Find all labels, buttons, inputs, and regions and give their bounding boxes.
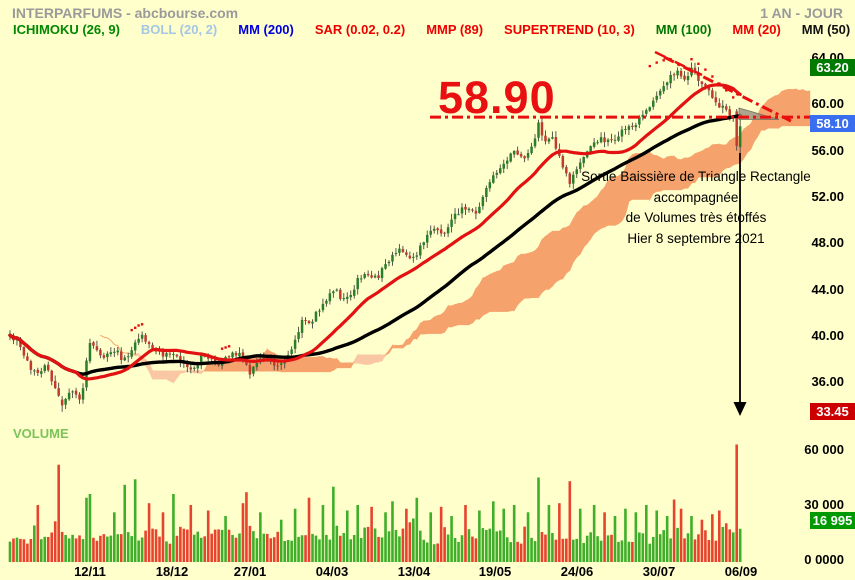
badge-last-price: 58.10 [810,115,855,132]
annotation-text: Sortie Baissière de Triangle Rectangle a… [565,167,827,249]
legend-item-1: BOLL (20, 2) [140,22,218,37]
date-axis-label: 13/04 [397,564,431,579]
legend-item-6: MM (100) [655,22,712,37]
legend-item-3: SAR (0.02, 0.2) [314,22,406,37]
legend-item-5: SUPERTREND (10, 3) [504,22,635,37]
date-axis-label: 04/03 [315,564,349,579]
ichimoku-cloud [100,88,811,384]
volume-section-label: VOLUME [13,426,69,441]
date-axis-label: 27/01 [233,564,267,579]
triangle-trendline [663,55,792,123]
legend-item-4: MMP (89) [426,22,484,37]
legend-item-2: MM (200) [238,22,294,37]
indicator-legend: ICHIMOKU (26, 9) BOLL (20, 2) MM (200) SAR … [13,22,850,37]
volume-bars [8,444,742,562]
legend-item-0: ICHIMOKU (26, 9) [13,22,120,37]
ma20-line [8,83,742,381]
annotation-line: Hier 8 septembre 2021 [627,230,765,246]
price-axis-tick: 36.00 [811,374,844,390]
breakout-level-label: 58.90 [438,72,556,123]
price-axis-tick: 48.00 [811,235,844,251]
timeframe-label: 1 AN - JOUR [760,5,843,21]
badge-period-high: 63.20 [810,59,855,76]
date-axis-label: 06/09 [724,564,758,579]
legend-item-8: MM (50) [801,22,851,37]
volume-axis-tick: 0 0000 [804,552,844,567]
chart-title: INTERPARFUMS - abcbourse.com [12,5,239,21]
price-axis-tick: 56.00 [811,142,844,158]
date-axis-label: 30/07 [642,564,676,579]
price-axis-tick: 40.00 [811,327,844,343]
price-axis-tick: 44.00 [811,281,844,297]
date-axis-label: 24/06 [560,564,594,579]
volume-axis-tick: 60 000 [804,442,844,457]
price-axis-tick: 52.00 [811,188,844,204]
badge-last-volume: 16 995 [810,512,855,529]
annotation-line: accompagnée [653,189,739,205]
annotation-line: de Volumes très étoffés [625,210,767,225]
price-axis-tick: 60.00 [811,96,844,112]
breakdown-arrow [733,153,747,416]
annotation-line: Sortie Baissière de Triangle Rectangle [581,169,811,184]
date-axis-label: 12/11 [74,564,106,579]
triangle-trendline [654,50,703,77]
volume-axis-tick: 30 000 [804,497,844,512]
date-axis-label: 18/12 [155,564,189,579]
date-axis-label: 19/05 [478,564,512,579]
badge-period-low: 33.45 [810,403,855,420]
legend-item-7: MM (20) [732,22,781,37]
candlesticks [8,62,742,412]
